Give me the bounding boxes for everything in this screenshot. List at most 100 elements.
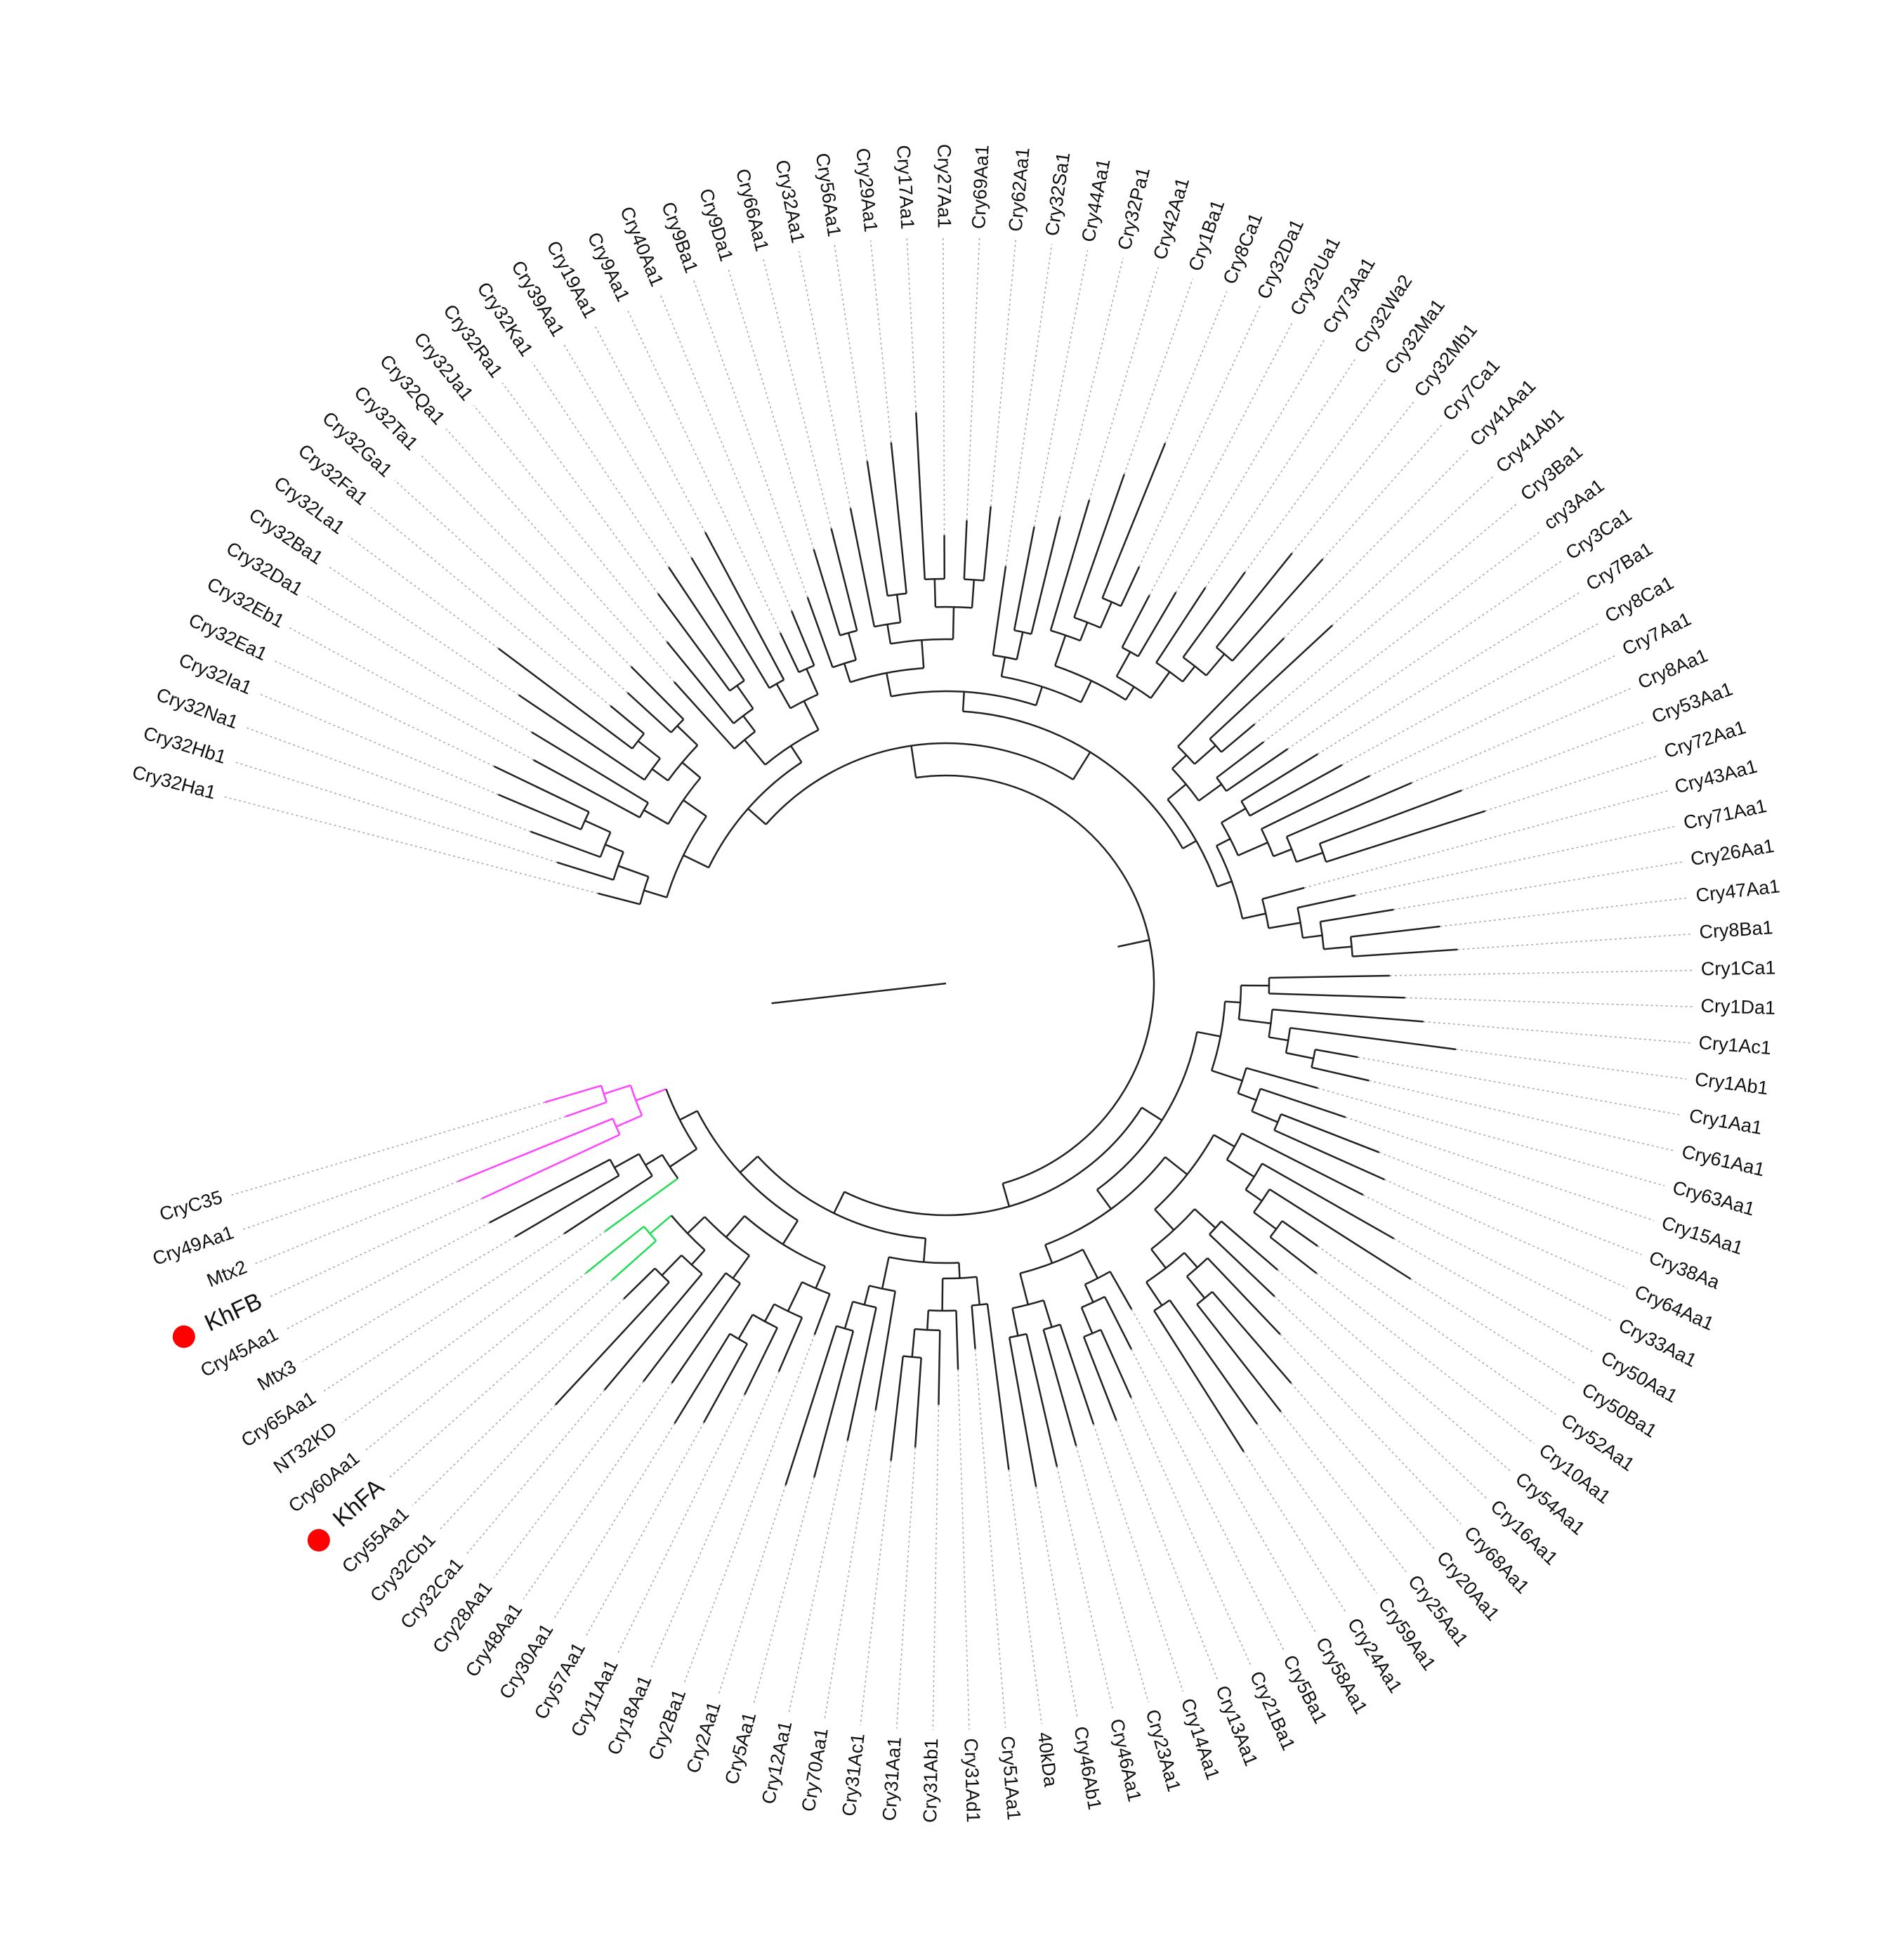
leader-line xyxy=(1130,1397,1252,1665)
leader-line xyxy=(1411,687,1632,784)
leader-line xyxy=(906,237,917,413)
leaf: Cry23Aa1 xyxy=(1142,1707,1185,1794)
leaf-label: Cry2Ba1 xyxy=(644,1687,690,1763)
branch xyxy=(489,1158,611,1224)
leader-line xyxy=(1093,1424,1184,1692)
branch xyxy=(1280,1113,1380,1153)
leader-line xyxy=(693,280,808,598)
branch xyxy=(1221,1220,1279,1271)
branch xyxy=(1153,1310,1245,1453)
leaf: Cry26Aa1 xyxy=(1689,835,1775,870)
branch-arc xyxy=(744,1215,826,1267)
branch-arc xyxy=(1196,1291,1213,1305)
branch xyxy=(843,663,851,683)
leader-line xyxy=(1124,278,1194,475)
branch xyxy=(1209,1233,1275,1297)
branch xyxy=(1002,1183,1011,1207)
branch-arc xyxy=(1102,597,1122,608)
branch xyxy=(531,731,649,804)
leader-line xyxy=(1423,1021,1690,1044)
branch-arc xyxy=(725,1272,741,1285)
branch xyxy=(1207,1257,1281,1335)
branch xyxy=(1072,752,1091,780)
branch xyxy=(614,1153,640,1169)
branch xyxy=(457,1118,614,1183)
branch xyxy=(1249,764,1343,817)
leader-line xyxy=(1175,339,1325,593)
branch xyxy=(1238,1019,1271,1025)
branch xyxy=(1269,1188,1412,1280)
branch-arc xyxy=(609,1159,620,1177)
branch xyxy=(1237,842,1268,856)
branch xyxy=(747,808,767,825)
leaf: Cry8Aa1 xyxy=(1635,645,1711,693)
leader-line xyxy=(869,240,892,443)
branch xyxy=(881,1257,890,1289)
branch xyxy=(815,1266,827,1289)
leaf-label: Cry72Aa1 xyxy=(1662,716,1749,762)
leaf: Cry53Aa1 xyxy=(1649,678,1735,727)
branch-arc xyxy=(752,1314,778,1329)
leader-line xyxy=(1089,267,1159,500)
branch xyxy=(744,1327,778,1396)
branch-arc xyxy=(1237,985,1242,1020)
branch xyxy=(1226,748,1289,792)
leaf-label: Cry32Sa1 xyxy=(1042,151,1075,237)
branch xyxy=(565,1101,608,1118)
branch xyxy=(1141,1106,1163,1121)
branch xyxy=(661,1255,683,1276)
branch xyxy=(556,861,614,881)
leaf-label: Cry1Aa1 xyxy=(1688,1105,1764,1139)
branch xyxy=(771,982,947,1004)
branch-arc xyxy=(1209,738,1222,753)
leader-line xyxy=(1405,997,1693,1007)
branch-arc xyxy=(924,577,945,581)
leaf-label: Cry1Da1 xyxy=(1700,995,1775,1019)
leaf-label: Cry8Ba1 xyxy=(1699,917,1774,943)
branch xyxy=(921,640,925,669)
leaf: Cry32Sa1 xyxy=(1042,151,1075,237)
branch xyxy=(585,1225,645,1274)
leader-line xyxy=(1332,475,1495,626)
branch xyxy=(1080,1307,1094,1334)
branch xyxy=(702,1343,748,1423)
leaf-label: Cry9Ba1 xyxy=(657,199,702,276)
leaf-label: 40kDa xyxy=(1034,1731,1062,1788)
branch xyxy=(1169,1300,1259,1425)
leader-line xyxy=(1115,1420,1218,1680)
branch-arc xyxy=(1260,828,1275,857)
branch xyxy=(1025,1333,1058,1467)
branch xyxy=(676,725,699,746)
branch xyxy=(1171,754,1188,770)
leader-line xyxy=(1280,1411,1407,1572)
branch xyxy=(779,632,800,673)
leaf-labels: Cry32Ha1Cry32Hb1Cry32Na1Cry32Ia1Cry32Ea1… xyxy=(130,144,1780,1823)
leaf-label: Cry32Pa1 xyxy=(1114,165,1155,252)
branch xyxy=(615,1114,643,1128)
leaf-label: Cry1Ab1 xyxy=(1693,1068,1769,1099)
leaf: Cry8Ba1 xyxy=(1699,917,1774,943)
leaf: CryC35 xyxy=(157,1186,225,1225)
leaf: Cry56Aa1 xyxy=(812,152,846,238)
leaf: Cry61Aa1 xyxy=(1680,1141,1767,1180)
branch xyxy=(1268,974,1390,979)
branch xyxy=(1011,1308,1019,1336)
branch xyxy=(645,1153,663,1166)
leader-line xyxy=(1384,1179,1628,1289)
branch xyxy=(961,691,965,712)
leader-line xyxy=(348,535,499,649)
branch-arc xyxy=(764,728,819,766)
branch-arc xyxy=(643,757,661,780)
branch xyxy=(1194,1208,1216,1229)
branch xyxy=(1196,1304,1282,1413)
branch xyxy=(1231,558,1324,662)
leaf-label: Cry27Aa1 xyxy=(933,144,954,228)
branch xyxy=(763,1303,775,1322)
branch xyxy=(563,1174,653,1235)
branch xyxy=(1242,912,1266,919)
branch-arc xyxy=(1081,1295,1105,1309)
leader-line xyxy=(473,405,668,643)
branch xyxy=(687,1216,706,1234)
leaf: Cry62Aa1 xyxy=(1005,147,1034,233)
leader-line xyxy=(683,1334,815,1683)
